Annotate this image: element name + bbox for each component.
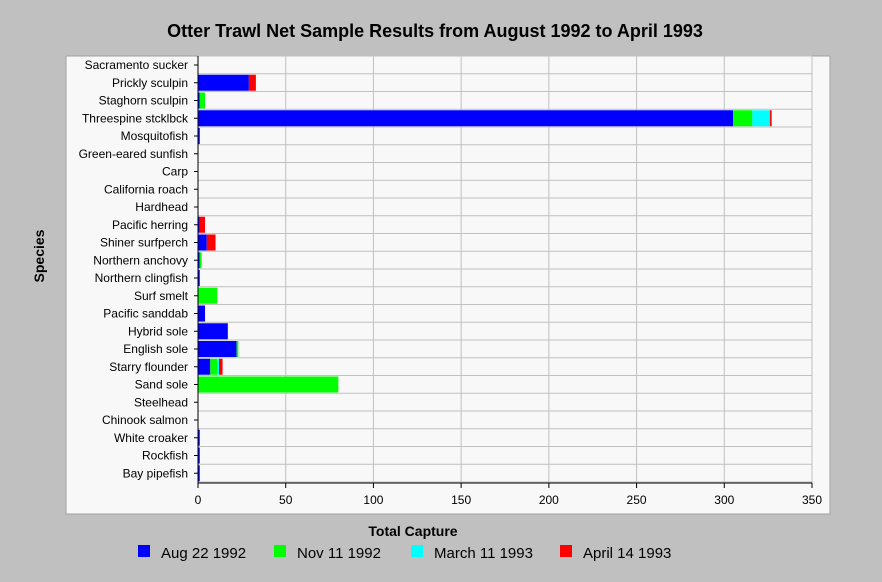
bar-segment	[198, 447, 200, 464]
legend-label: Nov 11 1992	[297, 545, 381, 562]
y-tick-label: California roach	[104, 182, 188, 196]
bar-segment	[198, 234, 207, 251]
x-tick-label: 300	[714, 493, 734, 507]
legend-swatch	[138, 545, 150, 557]
bar-segment	[199, 216, 206, 233]
legend-swatch	[411, 545, 423, 557]
bar-segment	[198, 92, 200, 109]
bar-segment	[198, 216, 200, 233]
y-tick-label: Steelhead	[134, 395, 188, 409]
y-tick-label: Prickly sculpin	[112, 76, 188, 90]
bar-segment	[198, 252, 200, 269]
y-tick-label: Staghorn sculpin	[99, 94, 188, 108]
bar-segment	[198, 323, 228, 340]
chart-panel	[65, 55, 831, 515]
y-tick-label: Pacific herring	[112, 218, 188, 232]
y-axis-title: Species	[31, 229, 47, 282]
bar-segment	[199, 252, 202, 269]
x-tick-label: 350	[802, 493, 822, 507]
legend-label: April 14 1993	[583, 545, 671, 562]
legend: Aug 22 1992 Nov 11 1992 March 11 1993 April…	[138, 545, 671, 562]
y-tick-label: Green-eared sunfish	[79, 147, 188, 161]
y-tick-label: Pacific sanddab	[103, 307, 188, 321]
bar-segment	[198, 270, 200, 286]
bar-segment	[752, 110, 770, 127]
bar-segment	[769, 110, 772, 127]
bar-segment	[198, 341, 237, 357]
bar-segment	[733, 110, 753, 127]
y-tick-label: Sand sole	[135, 378, 189, 392]
y-tick-label: Bay pipefish	[123, 466, 188, 480]
bar-segment	[198, 128, 200, 144]
y-tick-label: Chinook salmon	[102, 413, 188, 427]
x-tick-label: 150	[451, 493, 471, 507]
bar-segment	[219, 358, 223, 375]
x-tick-label: 50	[279, 493, 293, 507]
bar-segment	[198, 376, 339, 393]
bar-segment	[248, 74, 256, 91]
bar-segment	[198, 110, 734, 127]
bar-segment	[198, 429, 200, 446]
x-axis: 0 50 100 150 200 250 300 350	[195, 482, 822, 507]
y-tick-label: Surf smelt	[134, 289, 189, 303]
y-tick-label: Carp	[162, 165, 188, 179]
bar-segment	[198, 305, 206, 322]
y-axis: Sacramento sucker Prickly sculpin Staghorn…	[79, 56, 199, 483]
y-tick-label: Sacramento sucker	[85, 58, 188, 72]
y-tick-label: Threespine stcklbck	[82, 111, 189, 125]
bar-segment	[198, 465, 200, 482]
legend-label: Aug 22 1992	[161, 545, 246, 562]
bars	[198, 74, 772, 482]
bar-segment	[217, 358, 220, 375]
y-tick-label: Shiner surfperch	[100, 236, 188, 250]
bar-segment	[210, 358, 218, 375]
legend-swatch	[560, 545, 572, 557]
y-tick-label: Starry flounder	[109, 360, 188, 374]
bar-segment	[198, 358, 211, 375]
bar-segment	[198, 287, 218, 304]
y-tick-label: Northern anchovy	[93, 253, 188, 267]
x-tick-label: 0	[195, 493, 202, 507]
x-axis-title: Total Capture	[368, 523, 457, 539]
bar-segment	[206, 234, 216, 251]
y-tick-label: Northern clingfish	[95, 271, 188, 285]
y-tick-label: Hardhead	[135, 200, 188, 214]
legend-swatch	[274, 545, 286, 557]
bar-segment	[236, 341, 239, 357]
y-tick-label: English sole	[123, 342, 188, 356]
chart-title: Otter Trawl Net Sample Results from Augu…	[167, 21, 703, 41]
x-tick-label: 250	[627, 493, 647, 507]
x-tick-label: 100	[363, 493, 383, 507]
legend-label: March 11 1993	[434, 545, 533, 562]
bar-segment	[198, 74, 249, 91]
y-tick-label: Hybrid sole	[128, 324, 188, 338]
y-tick-label: Rockfish	[142, 449, 188, 463]
bar-segment	[199, 92, 206, 109]
y-tick-label: Mosquitofish	[121, 129, 188, 143]
x-tick-label: 200	[539, 493, 559, 507]
y-tick-label: White croaker	[114, 431, 188, 445]
